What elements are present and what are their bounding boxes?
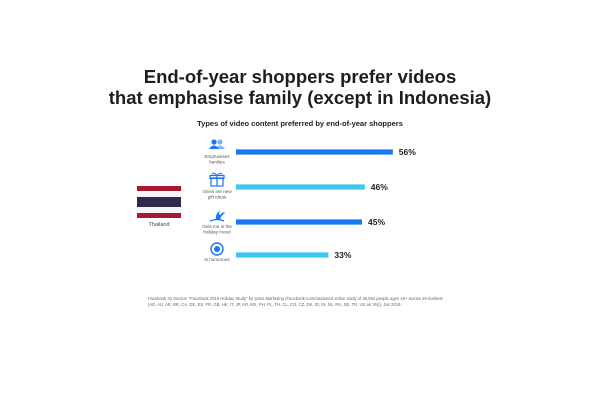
humorous-face-icon xyxy=(210,242,224,256)
flag-stripe-white-bottom xyxy=(137,207,181,213)
bar xyxy=(236,252,329,258)
chart-title-line-2: that emphasise family (except in Indones… xyxy=(108,87,492,108)
thailand-flag xyxy=(137,186,181,218)
bar xyxy=(236,184,365,190)
value-label: 45% xyxy=(368,217,385,227)
chart-subtitle: Types of video content preferred by end-… xyxy=(197,119,403,128)
footnote-line-1: Facebook IQ Source: "Facebook 2019 Holid… xyxy=(148,296,443,301)
bar xyxy=(236,149,393,155)
category-label: Emphasises xyxy=(204,154,230,159)
family-icon xyxy=(209,139,225,149)
flag-stripe-red-top xyxy=(137,186,181,192)
bars xyxy=(236,149,393,258)
chart-title: End-of-year shoppers prefer videos that … xyxy=(0,66,600,108)
chart-title-line-1: End-of-year shoppers prefer videos xyxy=(143,66,457,87)
category-icons xyxy=(209,139,225,256)
gift-icon xyxy=(209,172,225,187)
category-label: gift ideas xyxy=(208,195,227,200)
source-footnote: Facebook IQ Source: "Facebook 2019 Holid… xyxy=(148,296,458,308)
value-labels: 56% 46% 45% 33% xyxy=(334,147,416,260)
flag-stripe-white-top xyxy=(137,191,181,197)
category-label: Is humorous xyxy=(204,257,230,262)
value-label: 56% xyxy=(399,147,416,157)
category-label: Gets me in the xyxy=(202,224,232,229)
category-label: Gives me new xyxy=(202,189,232,194)
category-label: holiday mood xyxy=(203,230,231,235)
flag-stripe-red-bottom xyxy=(137,212,181,218)
flag-stripe-blue xyxy=(137,196,181,208)
country-label: Thailand xyxy=(148,222,170,228)
category-label: families xyxy=(209,160,225,165)
value-label: 46% xyxy=(371,182,388,192)
footnote-line-2: (AE, AU, AR, BR, CA, DE, ES, FR, GB, HK,… xyxy=(148,302,402,307)
value-label: 33% xyxy=(334,250,351,260)
bar xyxy=(236,219,362,225)
holiday-tree-icon xyxy=(209,210,225,222)
